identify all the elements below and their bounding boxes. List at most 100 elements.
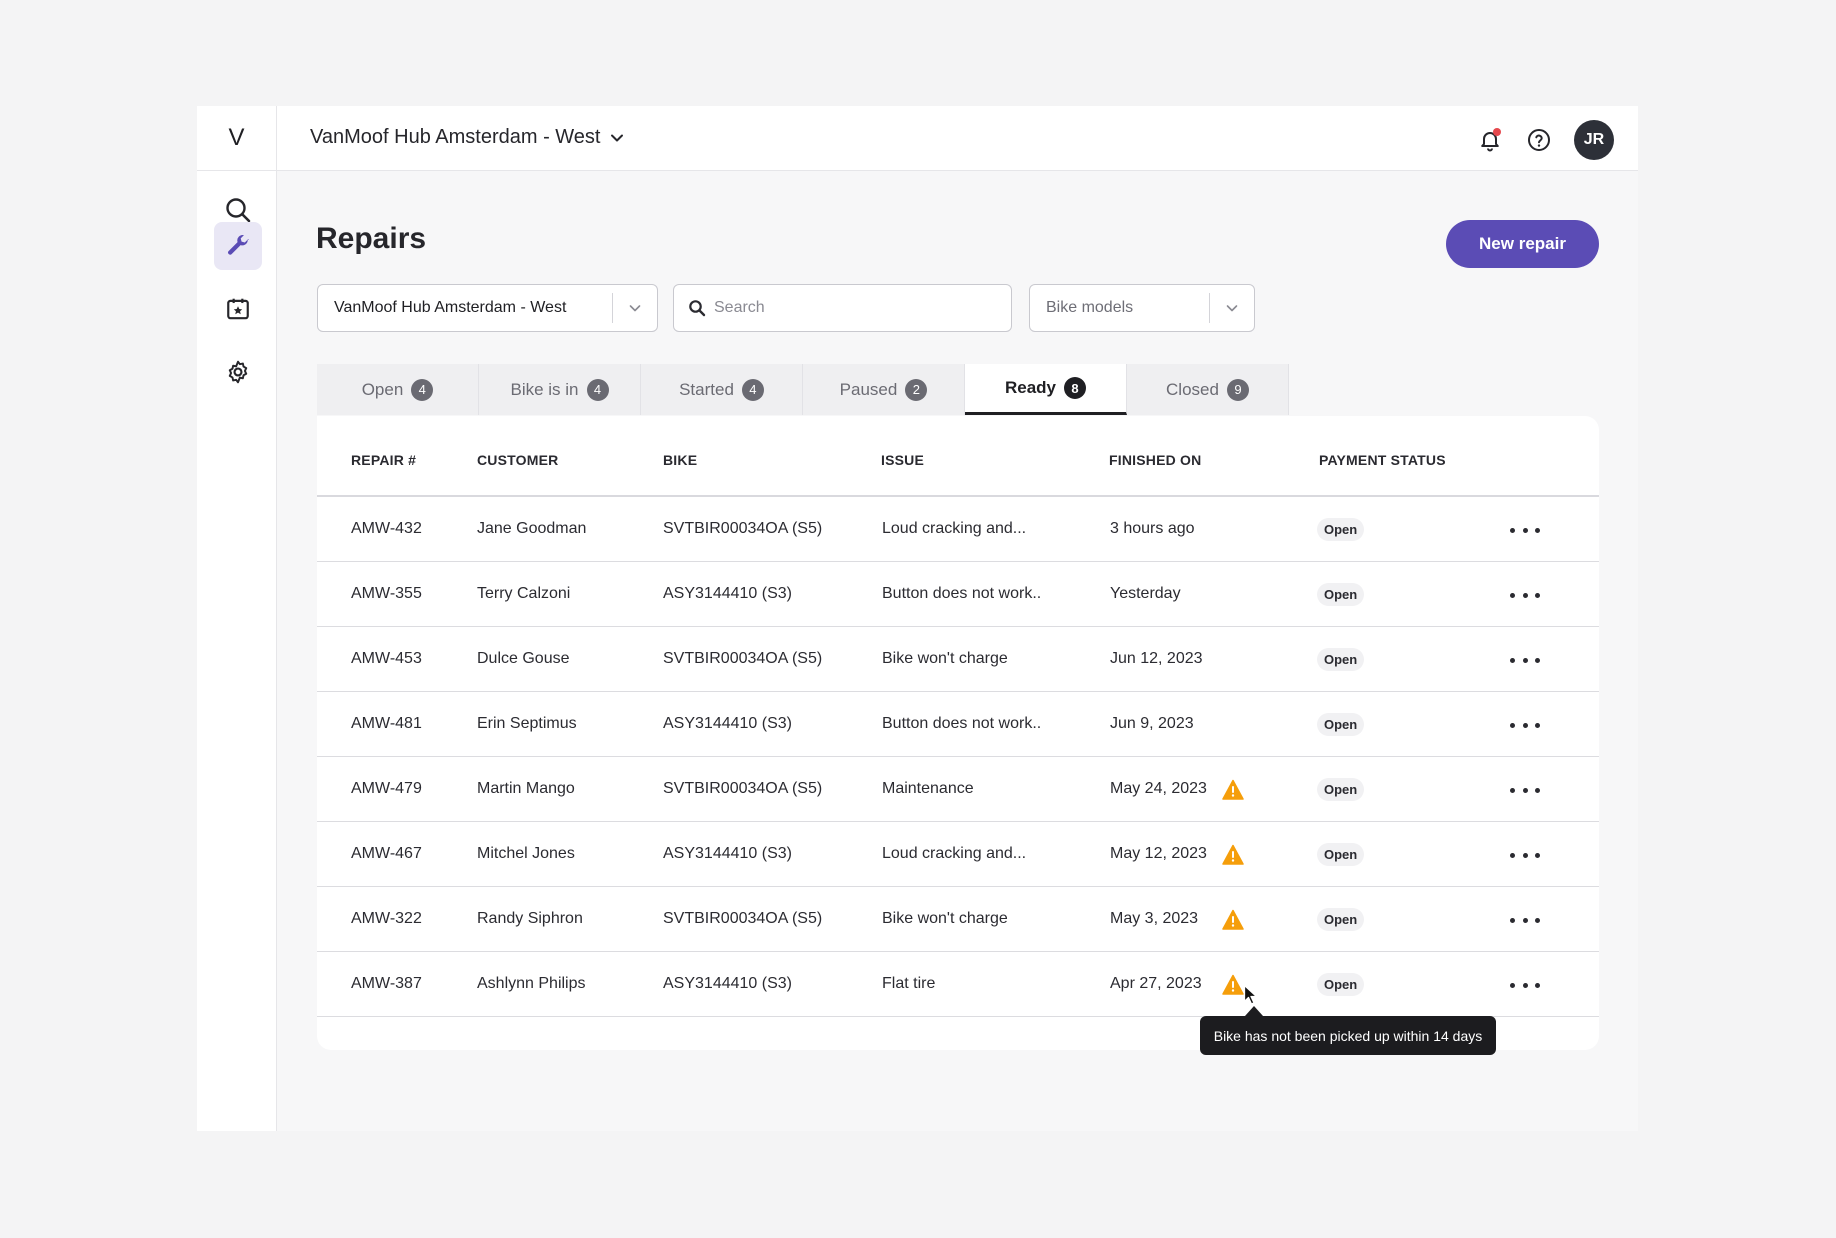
chevron-down-icon [611,134,624,141]
more-actions-button[interactable] [1510,519,1540,541]
more-actions-button[interactable] [1510,649,1540,671]
more-actions-button[interactable] [1510,844,1540,866]
table-row[interactable]: AMW-453 Dulce Gouse SVTBIR00034OA (S5) B… [317,627,1599,692]
more-actions-button[interactable] [1510,584,1540,606]
tab-label: Closed [1166,379,1219,399]
finished-on: Apr 27, 2023 [1110,975,1202,992]
table-row[interactable]: AMW-355 Terry Calzoni ASY3144410 (S3) Bu… [317,562,1599,627]
sidebar-item-repairs[interactable] [214,222,262,270]
header-finished-on[interactable]: FINISHED ON [1109,452,1202,468]
repair-number: AMW-467 [351,845,422,862]
topbar: VanMoof Hub Amsterdam - West JR [277,106,1638,171]
tooltip-arrow [1245,1006,1263,1016]
hub-switcher[interactable]: VanMoof Hub Amsterdam - West [310,126,624,149]
table-row[interactable]: AMW-387 Ashlynn Philips ASY3144410 (S3) … [317,952,1599,1017]
chevron-down-icon [613,301,657,315]
more-actions-button[interactable] [1510,974,1540,996]
bike-models-placeholder: Bike models [1046,299,1134,316]
customer-name: Ashlynn Philips [477,975,586,992]
wrench-icon [228,235,249,255]
tab-count-badge: 9 [1226,378,1249,401]
table-header: REPAIR # CUSTOMER BIKE ISSUE FINISHED ON… [317,416,1599,497]
hub-filter-select[interactable]: VanMoof Hub Amsterdam - West [317,284,658,332]
tab-count-badge: 8 [1064,377,1087,399]
tab-count-badge: 2 [905,378,928,401]
payment-status-badge: Open [1317,778,1365,801]
tab-open[interactable]: Open 4 [317,364,479,415]
select-divider [1209,293,1210,323]
bike-id: ASY3144410 (S3) [663,585,792,602]
finished-on: May 3, 2023 [1110,910,1199,927]
payment-status-badge: Open [1317,908,1365,931]
warning-icon[interactable] [1222,909,1244,931]
avatar[interactable]: JR [1574,120,1614,160]
help-icon [1528,129,1550,151]
tab-label: Paused [839,379,898,399]
page-title: Repairs [316,222,427,255]
issue: Bike won't charge [882,910,1008,927]
issue: Loud cracking and... [882,520,1027,537]
select-divider [612,293,613,323]
tab-bike-is-in[interactable]: Bike is in 4 [479,364,641,415]
header-payment-status[interactable]: PAYMENT STATUS [1319,452,1446,468]
bike-id: SVTBIR00034OA (S5) [663,650,823,667]
warning-icon[interactable] [1222,974,1244,996]
notification-dot [1493,128,1501,136]
bike-id: SVTBIR00034OA (S5) [663,910,823,927]
sidebar-item-settings[interactable] [214,348,262,396]
customer-name: Jane Goodman [477,520,587,537]
notifications-button[interactable] [1476,126,1504,154]
tab-count-badge: 4 [741,378,764,401]
customer-name: Randy Siphron [477,910,583,927]
customer-name: Martin Mango [477,780,575,797]
customer-name: Terry Calzoni [477,585,571,602]
issue: Flat tire [882,975,936,992]
table-row[interactable]: AMW-479 Martin Mango SVTBIR00034OA (S5) … [317,757,1599,822]
tab-closed[interactable]: Closed 9 [1127,364,1289,415]
search-icon [226,198,251,223]
repairs-table: REPAIR # CUSTOMER BIKE ISSUE FINISHED ON… [317,416,1599,1050]
warning-icon[interactable] [1222,779,1244,801]
bike-id: ASY3144410 (S3) [663,975,792,992]
gear-icon [228,360,248,384]
search-icon [674,299,706,317]
tab-ready[interactable]: Ready 8 [965,364,1127,415]
sidebar-item-search[interactable] [214,186,262,234]
bike-id: SVTBIR00034OA (S5) [663,520,823,537]
repair-number: AMW-322 [351,910,422,927]
header-repair-number[interactable]: REPAIR # [351,452,417,468]
header-customer[interactable]: CUSTOMER [477,452,559,468]
more-actions-button[interactable] [1510,779,1540,801]
table-row[interactable]: AMW-322 Randy Siphron SVTBIR00034OA (S5)… [317,887,1599,952]
warning-icon[interactable] [1222,844,1244,866]
payment-status-badge: Open [1317,713,1365,736]
chevron-down-icon [1210,301,1254,315]
tab-paused[interactable]: Paused 2 [803,364,965,415]
search-input[interactable]: Search [673,284,1012,332]
warning-tooltip: Bike has not been picked up within 14 da… [1200,1016,1496,1055]
tab-count-badge: 4 [411,378,434,401]
more-actions-button[interactable] [1510,714,1540,736]
header-issue[interactable]: ISSUE [881,452,925,468]
more-actions-button[interactable] [1510,909,1540,931]
tab-label: Open [361,379,404,399]
repair-number: AMW-387 [351,975,422,992]
sidebar-item-calendar[interactable] [214,285,262,333]
app-window: V VanMoof Hub Amsterdam - West [197,106,1638,1131]
tab-started[interactable]: Started 4 [641,364,803,415]
tab-label: Bike is in [510,379,579,399]
new-repair-button[interactable]: New repair [1446,220,1599,268]
payment-status-badge: Open [1317,583,1365,606]
table-row[interactable]: AMW-481 Erin Septimus ASY3144410 (S3) Bu… [317,692,1599,757]
table-row[interactable]: AMW-432 Jane Goodman SVTBIR00034OA (S5) … [317,497,1599,562]
header-bike[interactable]: BIKE [663,452,698,468]
help-button[interactable] [1526,127,1552,153]
finished-on: May 12, 2023 [1110,845,1207,862]
bike-models-select[interactable]: Bike models [1029,284,1255,332]
finished-on: Yesterday [1110,585,1181,602]
tab-label: Ready [1004,378,1057,397]
vanmoof-logo[interactable]: V [197,106,276,171]
table-row[interactable]: AMW-467 Mitchel Jones ASY3144410 (S3) Lo… [317,822,1599,887]
finished-on: May 24, 2023 [1110,780,1207,797]
finished-on: Jun 9, 2023 [1110,715,1194,732]
